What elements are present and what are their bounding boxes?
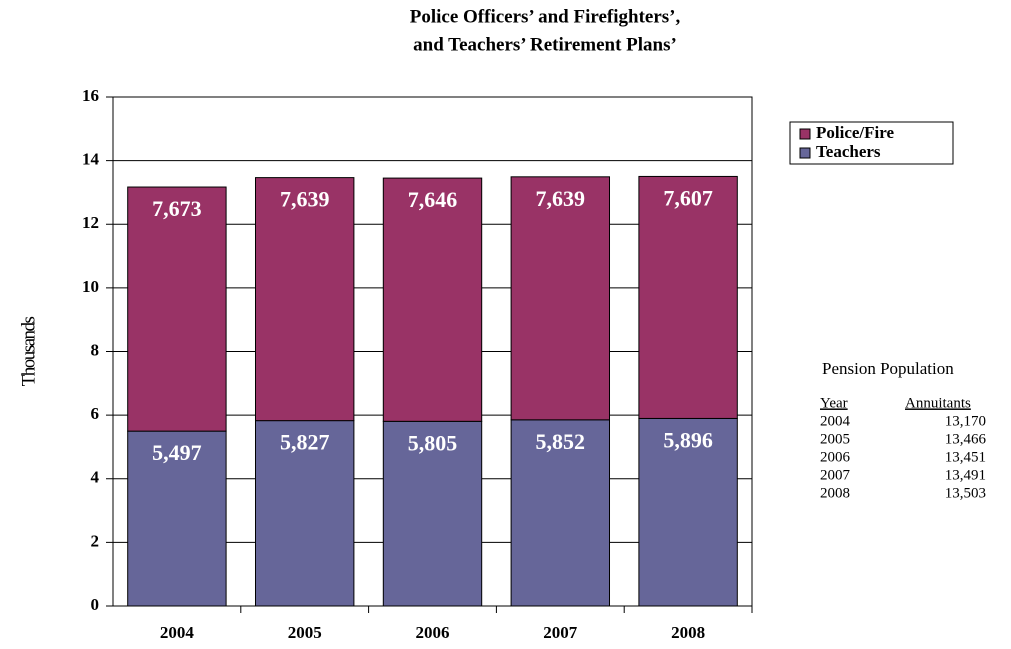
table-cell: 2008 (820, 485, 850, 501)
legend-swatch (799, 128, 811, 140)
data-label: 5,896 (663, 427, 713, 452)
bar-segment (382, 420, 483, 607)
table-cell: 2005 (820, 431, 850, 447)
bar-segment (638, 175, 738, 419)
chart-title: Police Officers’ and Firefighters’, (410, 6, 681, 27)
bar-segment (638, 417, 738, 607)
data-label: 7,646 (408, 187, 458, 212)
x-tick-label: 2007 (543, 623, 578, 642)
bar-segment (127, 186, 227, 432)
table-cell: 2004 (820, 413, 851, 429)
y-tick-label: 14 (82, 150, 100, 169)
bar-segment (382, 177, 483, 422)
legend-swatch (799, 147, 811, 159)
legend-label: Teachers (816, 142, 881, 161)
data-label: 5,805 (408, 430, 458, 455)
table-cell: 13,503 (945, 485, 986, 501)
x-tick-label: 2006 (416, 623, 450, 642)
table-cell: 13,491 (945, 467, 986, 483)
legend-label: Police/Fire (816, 123, 894, 142)
data-label: 5,852 (536, 429, 586, 454)
bar-segment (510, 176, 611, 421)
chart-title: and Teachers’ Retirement Plans’ (413, 34, 677, 55)
legend (789, 121, 954, 165)
y-axis-label: Thousands (18, 316, 39, 386)
data-label: 7,639 (280, 187, 330, 212)
y-tick-label: 16 (82, 86, 99, 105)
x-tick-label: 2004 (160, 623, 195, 642)
table-title: Pension Population (822, 359, 954, 378)
data-label: 7,607 (663, 185, 713, 210)
bar-segment (254, 420, 355, 607)
table-cell: 2007 (820, 467, 851, 483)
table-cell: 13,170 (945, 413, 986, 429)
data-label: 5,827 (280, 430, 330, 455)
y-tick-label: 12 (82, 213, 99, 232)
data-label: 5,497 (152, 440, 202, 465)
table-header: Annuitants (905, 395, 971, 411)
data-label: 7,673 (152, 196, 202, 221)
y-tick-label: 0 (91, 595, 100, 614)
bar-segment (127, 430, 227, 607)
table-header: Year (820, 395, 848, 411)
x-tick-label: 2008 (671, 623, 705, 642)
y-tick-label: 6 (91, 404, 100, 423)
y-tick-label: 2 (91, 531, 100, 550)
x-tick-label: 2005 (288, 623, 322, 642)
bar-segment (510, 419, 611, 607)
data-label: 7,639 (536, 186, 586, 211)
table-cell: 13,451 (945, 449, 986, 465)
y-tick-label: 10 (82, 277, 99, 296)
table-cell: 2006 (820, 449, 851, 465)
table-cell: 13,466 (945, 431, 987, 447)
y-tick-label: 4 (91, 468, 100, 487)
y-tick-label: 8 (91, 340, 100, 359)
bar-segment (254, 177, 355, 422)
